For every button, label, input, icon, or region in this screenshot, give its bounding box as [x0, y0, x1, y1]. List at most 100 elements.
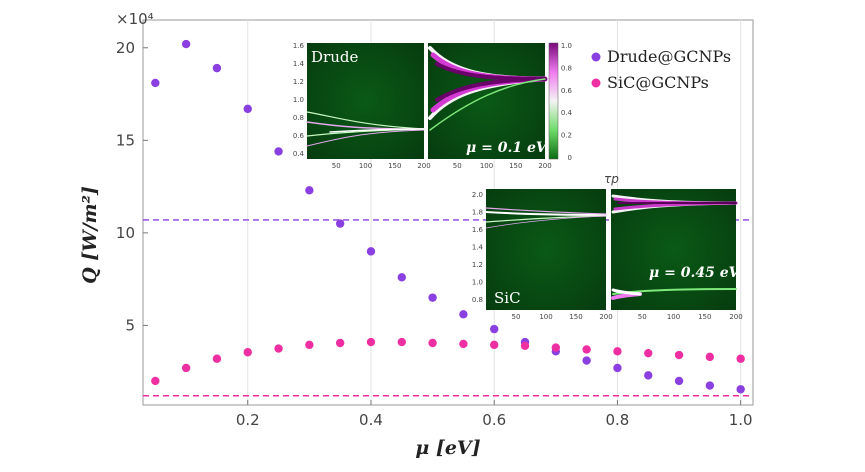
data-point [305, 186, 314, 195]
data-points [151, 39, 745, 394]
data-point [736, 354, 745, 363]
inset-drude: Drude μ = 0.1 eV 1.0 0.8 0.6 0.4 0.2 0 1.6 1.4… [293, 42, 573, 170]
data-point [212, 63, 222, 73]
inset-y-tick-label: 0.8 [561, 64, 572, 72]
data-point [335, 219, 345, 228]
inset-y-tick-label: 1.6 [472, 226, 484, 234]
data-point [674, 350, 684, 360]
inset-y-tick-label: 1.0 [293, 96, 304, 104]
inset-y-tick-label: 0.2 [561, 132, 572, 140]
inset-x-tick-label: 150 [698, 313, 711, 321]
inset-sic: SiC μ = 0.45 eV τp 2.0 1.8 1.6 1.4 1.2 1.0 0.8… [472, 172, 743, 321]
inset-x-tick-label: 50 [453, 162, 462, 170]
inset-y-tick-label: 1.4 [293, 60, 305, 68]
inset-drude-x-ticks: 50 100 150 200 50 100 150 200 [332, 162, 552, 170]
inset-x-tick-label: 100 [667, 313, 680, 321]
data-point [397, 337, 406, 347]
legend-label-sic: SiC@GCNPs [607, 73, 709, 92]
inset-x-tick-label: 50 [512, 313, 521, 321]
inset-sic-right-curves [611, 194, 738, 300]
x-tick-label: 0.4 [359, 411, 383, 429]
data-point [644, 348, 653, 358]
data-point [582, 356, 591, 365]
data-point [705, 352, 715, 362]
y-tick-label: 15 [116, 131, 135, 149]
inset-y-tick-label: 1.2 [293, 78, 304, 86]
inset-x-tick-label: 100 [359, 162, 372, 170]
data-point [212, 354, 222, 363]
data-point [551, 343, 561, 352]
legend-marker-sic [591, 78, 601, 88]
data-point [674, 376, 684, 386]
inset-y-tick-label: 0.6 [293, 132, 305, 140]
inset-x-tick-label: 150 [569, 313, 582, 321]
inset-y-tick-label: 0.8 [293, 114, 304, 122]
x-axis-ticks: 0.2 0.4 0.6 0.8 1.0 [236, 400, 753, 429]
y-axis-ticks: 5 10 15 20 [116, 39, 148, 334]
inset-y-tick-label: 1.0 [561, 42, 572, 50]
inset-x-tick-label: 200 [599, 313, 612, 321]
reference-lines [143, 219, 753, 397]
data-point [151, 376, 160, 386]
inset-drude-colorbar [548, 42, 559, 160]
inset-drude-y-ticks: 1.6 1.4 1.2 1.0 0.8 0.6 0.4 [293, 42, 305, 158]
inset-y-tick-label: 1.2 [472, 261, 483, 269]
inset-y-tick-label: 0.8 [472, 296, 483, 304]
data-point [705, 381, 715, 390]
inset-x-tick-label: 150 [509, 162, 522, 170]
inset-x-tick-label: 100 [480, 162, 493, 170]
inset-x-tick-label: 100 [539, 313, 552, 321]
inset-y-tick-label: 0.4 [293, 150, 305, 158]
data-point [736, 385, 745, 394]
inset-y-tick-label: 1.0 [472, 279, 483, 287]
inset-y-tick-label: 0.6 [561, 87, 573, 95]
inset-x-tick-label: 150 [388, 162, 401, 170]
data-point [366, 247, 376, 256]
series-sic [151, 337, 745, 386]
data-point [181, 363, 191, 373]
data-point [490, 340, 499, 350]
data-point [366, 337, 376, 347]
x-tick-label: 0.6 [482, 411, 506, 429]
inset-drude-left-curves [306, 111, 425, 147]
inset-drude-left-map [307, 43, 424, 159]
inset-y-tick-label: 1.8 [472, 209, 483, 217]
x-tick-label: 0.8 [606, 411, 630, 429]
series-drude [151, 39, 745, 394]
data-point [459, 310, 468, 319]
data-point [428, 293, 437, 302]
inset-y-tick-label: 0 [568, 154, 572, 162]
legend-label-drude: Drude@GCNPs [607, 47, 731, 66]
y-tick-label: 5 [125, 316, 135, 334]
inset-x-tick-label: 200 [729, 313, 742, 321]
legend-marker-drude [591, 52, 601, 62]
inset-sic-mu-label: μ = 0.45 eV [649, 265, 742, 281]
inset-sic-x-ticks: 50 100 150 200 50 100 150 200 [512, 313, 743, 321]
inset-sic-label: SiC [494, 289, 521, 307]
inset-y-tick-label: 0.4 [561, 109, 573, 117]
inset-drude-label: Drude [311, 48, 358, 66]
data-point [305, 340, 314, 350]
inset-x-tick-label: 50 [638, 313, 647, 321]
inset-sic-y-ticks: 2.0 1.8 1.6 1.4 1.2 1.0 0.8 [472, 191, 484, 304]
data-point [151, 78, 160, 88]
data-point [397, 273, 406, 282]
inset-y-tick-label: 1.6 [293, 42, 305, 50]
data-point [428, 338, 437, 348]
inset-x-tick-label: 200 [417, 162, 430, 170]
data-point [243, 104, 252, 114]
x-tick-label: 0.2 [236, 411, 260, 429]
inset-x-tick-label: 50 [332, 162, 341, 170]
data-point [459, 339, 468, 349]
data-point [181, 39, 191, 49]
legend: Drude@GCNPs SiC@GCNPs [591, 47, 731, 92]
data-point [520, 341, 530, 350]
data-point [613, 363, 622, 373]
inset-y-tick-label: 2.0 [472, 191, 483, 199]
y-multiplier: ×10⁴ [116, 10, 154, 28]
inset-x-tick-label: 200 [538, 162, 551, 170]
inset-sic-top-label: τp [604, 172, 619, 186]
inset-drude-colorbar-ticks: 1.0 0.8 0.6 0.4 0.2 0 [561, 42, 573, 162]
x-axis-label: μ [eV] [415, 437, 480, 459]
